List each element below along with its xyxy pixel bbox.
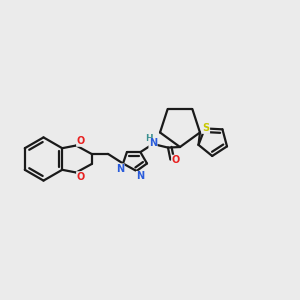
Text: N: N: [149, 138, 157, 148]
Text: O: O: [76, 172, 85, 182]
Text: O: O: [172, 155, 180, 165]
Text: H: H: [145, 134, 152, 143]
Text: O: O: [76, 136, 85, 146]
Text: N: N: [116, 164, 124, 174]
Text: S: S: [202, 123, 210, 134]
Text: N: N: [136, 171, 144, 182]
